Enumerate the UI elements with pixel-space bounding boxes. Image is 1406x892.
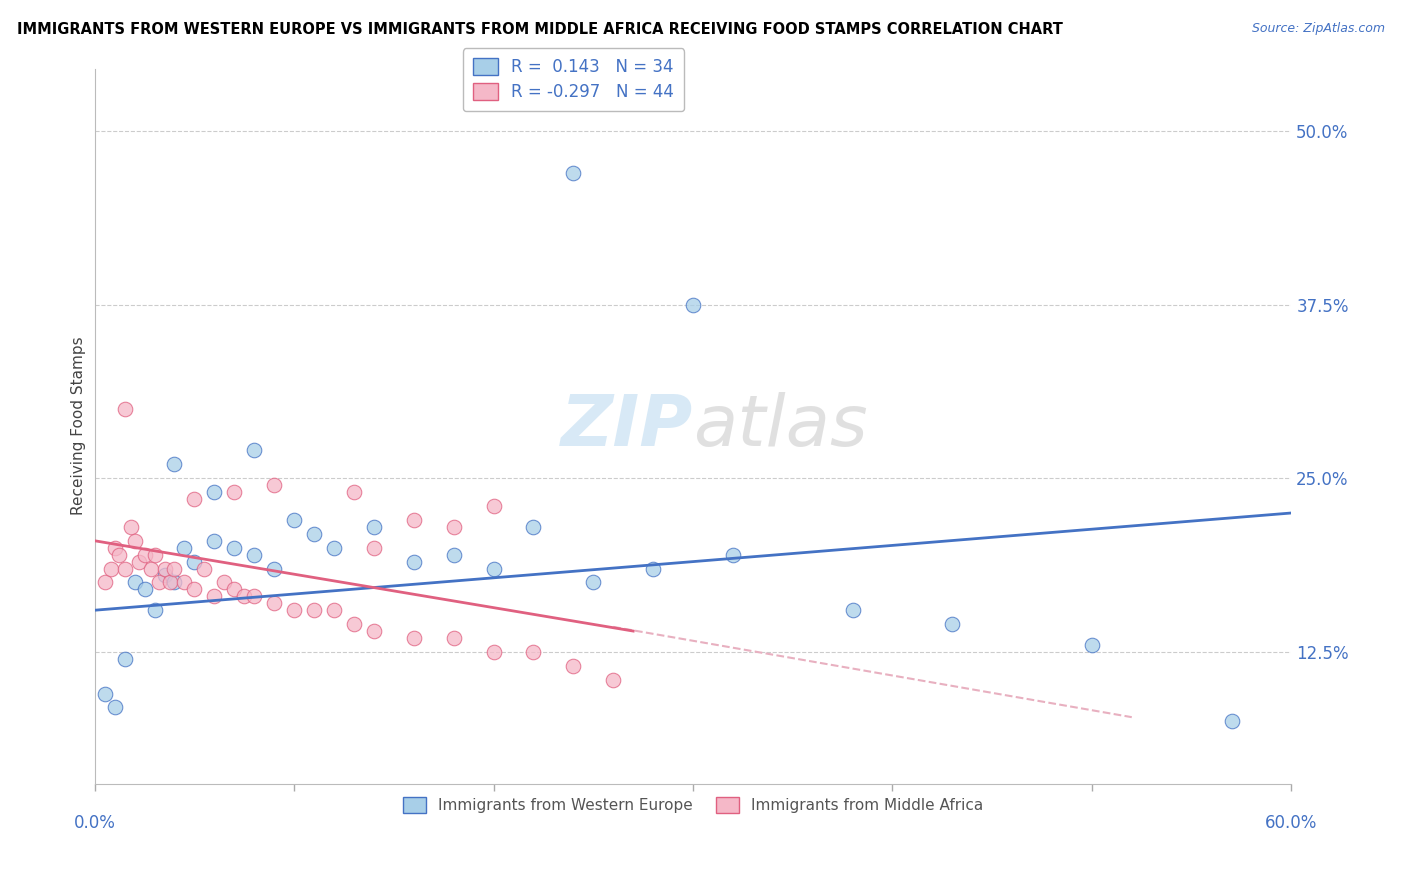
Point [482, 561, 505, 575]
Point [302, 526, 325, 541]
Point [243, 443, 266, 458]
Point [134, 582, 156, 597]
Point [482, 645, 505, 659]
Point [139, 561, 162, 575]
Point [243, 548, 266, 562]
Point [343, 617, 366, 632]
Point [163, 458, 186, 472]
Point [263, 561, 285, 575]
Point [214, 575, 236, 590]
Point [283, 513, 305, 527]
Point [402, 555, 425, 569]
Point [243, 590, 266, 604]
Point [104, 700, 127, 714]
Point [202, 533, 225, 548]
Point [562, 166, 585, 180]
Point [443, 548, 465, 562]
Point [104, 541, 127, 555]
Point [100, 561, 122, 575]
Point [233, 590, 256, 604]
Point [402, 631, 425, 645]
Point [128, 555, 150, 569]
Text: ZIP: ZIP [561, 392, 693, 460]
Point [443, 520, 465, 534]
Point [148, 575, 170, 590]
Point [263, 596, 285, 610]
Point [143, 548, 166, 562]
Point [173, 541, 195, 555]
Text: 0.0%: 0.0% [73, 814, 115, 832]
Text: IMMIGRANTS FROM WESTERN EUROPE VS IMMIGRANTS FROM MIDDLE AFRICA RECEIVING FOOD S: IMMIGRANTS FROM WESTERN EUROPE VS IMMIGR… [17, 22, 1063, 37]
Point [363, 520, 385, 534]
Point [363, 624, 385, 638]
Point [124, 575, 146, 590]
Legend: Immigrants from Western Europe, Immigrants from Middle Africa: Immigrants from Western Europe, Immigran… [396, 791, 990, 819]
Point [193, 561, 215, 575]
Point [1081, 638, 1104, 652]
Point [602, 673, 624, 687]
Point [114, 561, 136, 575]
Point [302, 603, 325, 617]
Point [183, 492, 205, 507]
Point [93, 687, 115, 701]
Point [283, 603, 305, 617]
Point [224, 582, 246, 597]
Point [202, 590, 225, 604]
Point [202, 485, 225, 500]
Point [941, 617, 963, 632]
Text: Source: ZipAtlas.com: Source: ZipAtlas.com [1251, 22, 1385, 36]
Point [443, 631, 465, 645]
Point [643, 561, 665, 575]
Point [124, 533, 146, 548]
Point [402, 513, 425, 527]
Point [134, 548, 156, 562]
Point [343, 485, 366, 500]
Point [482, 499, 505, 513]
Point [363, 541, 385, 555]
Point [522, 520, 544, 534]
Point [159, 575, 181, 590]
Point [323, 603, 346, 617]
Point [323, 541, 346, 555]
Point [721, 548, 744, 562]
Point [114, 401, 136, 416]
Text: atlas: atlas [693, 392, 868, 460]
Point [163, 561, 186, 575]
Point [682, 298, 704, 312]
Text: 60.0%: 60.0% [1265, 814, 1317, 832]
Point [153, 568, 176, 582]
Point [224, 541, 246, 555]
Point [143, 603, 166, 617]
Point [183, 582, 205, 597]
Point [562, 658, 585, 673]
Point [841, 603, 863, 617]
Point [183, 555, 205, 569]
Point [224, 485, 246, 500]
Point [153, 561, 176, 575]
Point [107, 548, 129, 562]
Point [163, 575, 186, 590]
Y-axis label: Receiving Food Stamps: Receiving Food Stamps [72, 337, 86, 516]
Point [582, 575, 605, 590]
Point [522, 645, 544, 659]
Point [93, 575, 115, 590]
Point [1220, 714, 1243, 729]
Point [263, 478, 285, 492]
Point [120, 520, 142, 534]
Point [173, 575, 195, 590]
Point [114, 652, 136, 666]
